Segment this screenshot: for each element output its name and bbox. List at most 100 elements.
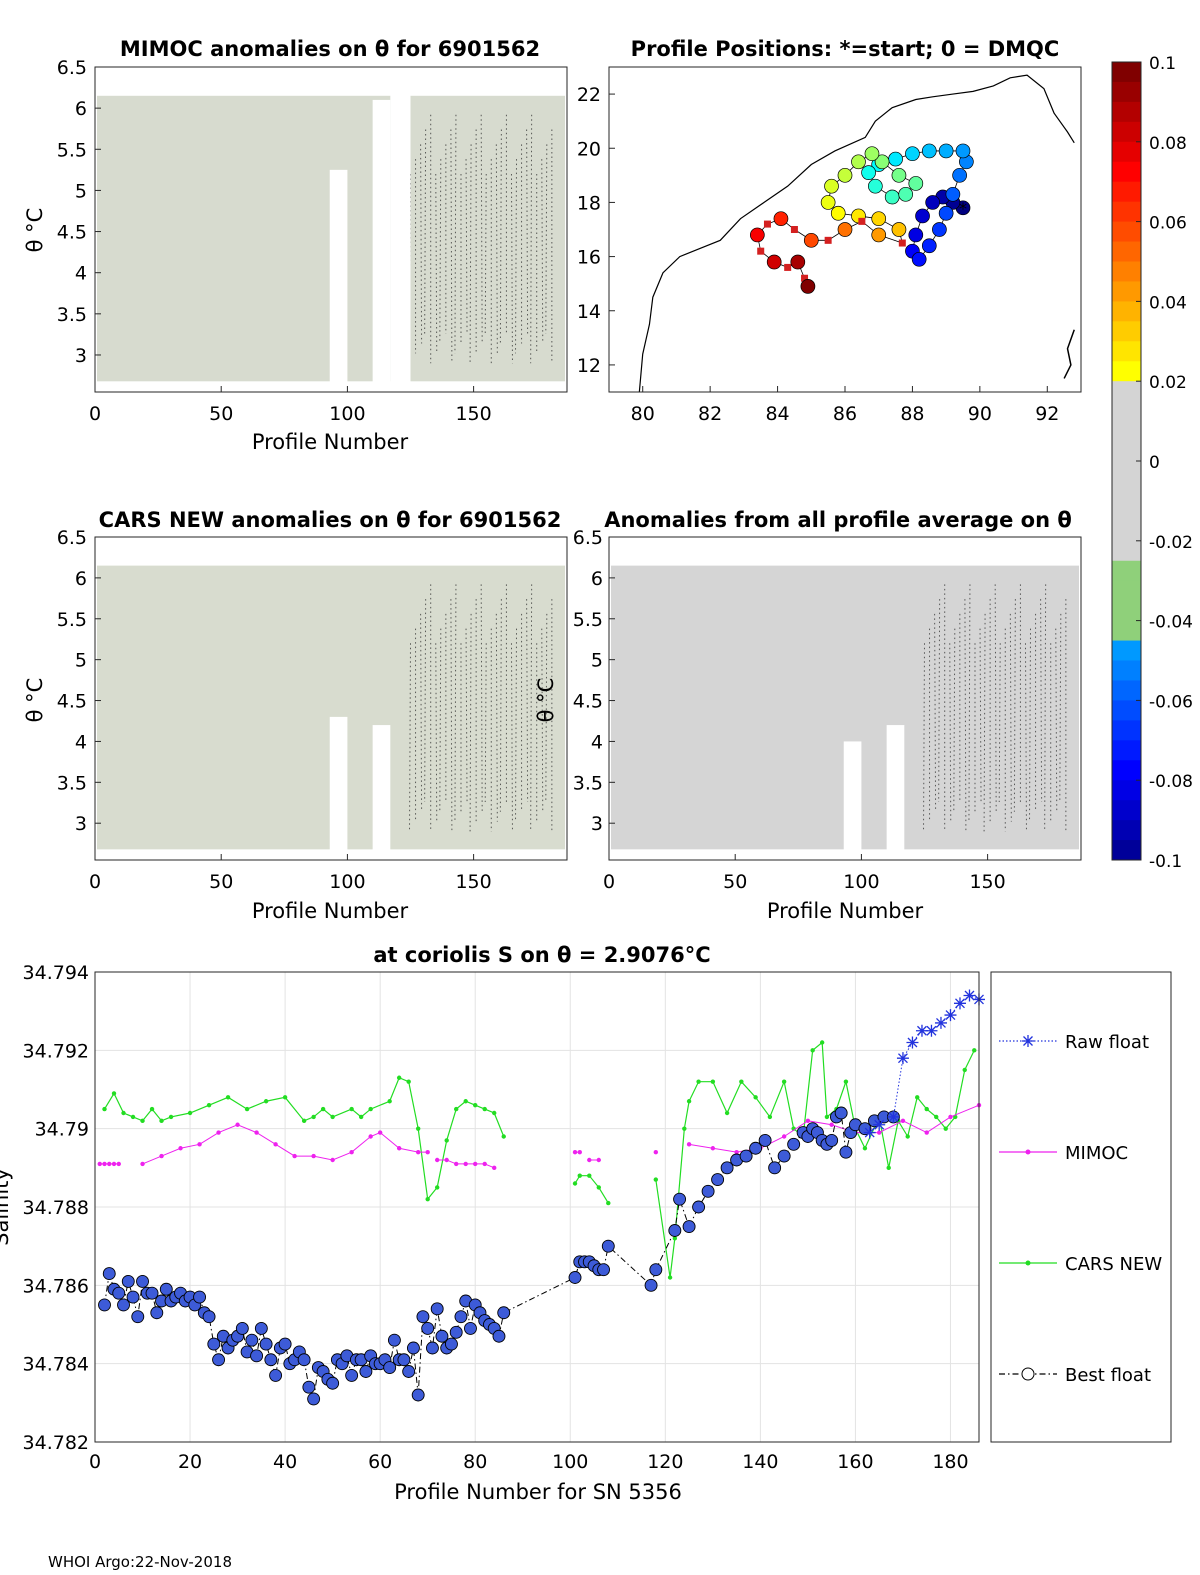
mimoc-xlabel: Profile Number bbox=[252, 430, 409, 454]
andaman-islands bbox=[1063, 329, 1075, 379]
mimoc-ytick-label: 6.5 bbox=[57, 57, 87, 79]
colorbar-tick-label: 0 bbox=[1149, 453, 1160, 473]
cars-new-point bbox=[358, 1114, 364, 1120]
mimoc-point bbox=[596, 1157, 601, 1163]
colorbar-segment bbox=[1112, 301, 1141, 322]
raw-float-marker bbox=[934, 1016, 947, 1029]
profile-position-marker bbox=[908, 176, 924, 191]
cars-new-point bbox=[168, 1114, 174, 1120]
allavg-axes-frame bbox=[608, 536, 1082, 861]
salinity-xtick-label: 40 bbox=[273, 1451, 297, 1473]
cars-contour bbox=[450, 599, 453, 832]
profile-position-marker bbox=[915, 208, 930, 224]
best-float-marker bbox=[492, 1329, 506, 1343]
profile-position-marker bbox=[945, 186, 961, 202]
mimoc-point bbox=[396, 1146, 402, 1151]
cars-new-point bbox=[915, 1095, 920, 1100]
mimoc-point bbox=[876, 1130, 882, 1135]
cars-new-point bbox=[501, 1134, 506, 1139]
best-float-marker bbox=[435, 1329, 449, 1343]
mimoc-point bbox=[349, 1149, 354, 1155]
colorbar-segment bbox=[1112, 381, 1141, 402]
mimoc-ytick-label: 3.5 bbox=[57, 304, 87, 326]
cars-contour bbox=[420, 613, 423, 812]
cars-new-point bbox=[301, 1118, 307, 1124]
mimoc-contour bbox=[465, 159, 468, 334]
salinity-axes-frame bbox=[94, 971, 980, 1443]
cars-new-point bbox=[482, 1106, 487, 1112]
colorbar-tick-label: 0.08 bbox=[1149, 134, 1187, 154]
cars-title: CARS NEW anomalies on θ for 6901562 bbox=[99, 508, 562, 532]
best-float-marker bbox=[193, 1290, 207, 1304]
colorbar-segment bbox=[1112, 740, 1141, 761]
mimoc-point bbox=[97, 1161, 102, 1167]
colorbar-segment bbox=[1112, 800, 1141, 821]
best-float-marker bbox=[445, 1337, 458, 1351]
salinity-xtick-label: 160 bbox=[837, 1451, 873, 1473]
best-float-marker bbox=[649, 1263, 663, 1277]
mimoc-ytick-label: 5 bbox=[75, 180, 87, 202]
colorbar-segment bbox=[1112, 480, 1141, 502]
best-float-marker bbox=[159, 1282, 173, 1296]
best-float-marker bbox=[264, 1353, 278, 1367]
colorbar-segment bbox=[1112, 820, 1141, 841]
best-float-marker bbox=[269, 1368, 283, 1382]
positions-xtick-label: 88 bbox=[900, 403, 924, 425]
cars-ylabel: θ °C bbox=[23, 678, 47, 723]
positions-ytick-label: 12 bbox=[577, 355, 601, 377]
mimoc-point bbox=[178, 1146, 183, 1151]
salinity-xtick-label: 60 bbox=[368, 1451, 392, 1473]
cars-new-point bbox=[415, 1126, 421, 1131]
mimoc-point bbox=[377, 1130, 383, 1135]
best-float-marker bbox=[787, 1137, 801, 1151]
colorbar-tick-label: 0.04 bbox=[1149, 293, 1187, 313]
colorbar-segment bbox=[1112, 461, 1141, 482]
profile-position-marker bbox=[938, 143, 954, 159]
cars-new-point bbox=[596, 1185, 601, 1190]
cars-new-point bbox=[349, 1106, 354, 1112]
colorbar-segment bbox=[1112, 560, 1141, 582]
best-float-marker bbox=[121, 1274, 135, 1288]
cars-new-point bbox=[962, 1067, 967, 1073]
salinity-panel: at coriolis S on θ = 2.9076°C Profile Nu… bbox=[0, 943, 985, 1504]
mimoc-contour bbox=[439, 159, 442, 344]
positions-ytick-label: 20 bbox=[577, 138, 601, 160]
best-float-marker bbox=[131, 1310, 145, 1324]
cars-xtick-label: 100 bbox=[329, 871, 365, 893]
profile-position-marker bbox=[803, 232, 819, 248]
allavg-contour bbox=[1044, 584, 1047, 832]
salinity-xtick-label: 100 bbox=[552, 1451, 588, 1473]
mimoc-contour bbox=[454, 114, 457, 354]
best-float-marker bbox=[302, 1380, 316, 1394]
best-float-marker bbox=[202, 1310, 216, 1324]
coastline bbox=[638, 74, 1075, 393]
allavg-contour bbox=[983, 613, 986, 832]
best-float-marker bbox=[383, 1361, 397, 1375]
all-profile-average-panel: Anomalies from all profile average on θ … bbox=[534, 508, 1082, 923]
best-float-marker bbox=[326, 1376, 340, 1390]
mimoc-point bbox=[434, 1157, 440, 1163]
best-float-marker bbox=[777, 1149, 791, 1163]
allavg-data-gap bbox=[886, 725, 905, 860]
best-float-marker bbox=[250, 1349, 264, 1363]
best-float-marker bbox=[454, 1310, 468, 1324]
profile-position-square bbox=[790, 226, 798, 233]
positions-xtick-label: 86 bbox=[833, 403, 857, 425]
mimoc-point bbox=[102, 1161, 107, 1167]
best-float-marker bbox=[136, 1274, 149, 1288]
cars-new-point bbox=[121, 1110, 126, 1116]
profile-position-marker bbox=[766, 254, 782, 270]
best-float-marker bbox=[207, 1337, 221, 1351]
allavg-ytick-label: 5 bbox=[591, 650, 603, 672]
cars-ytick-label: 4 bbox=[75, 731, 87, 753]
cars-new-point bbox=[739, 1079, 744, 1084]
mimoc-point bbox=[463, 1161, 468, 1167]
legend-marker bbox=[1025, 1149, 1031, 1155]
allavg-ytick-label: 4 bbox=[591, 731, 603, 753]
best-float-marker bbox=[297, 1353, 311, 1367]
colorbar-segment bbox=[1112, 341, 1141, 362]
best-float-marker bbox=[644, 1278, 658, 1292]
cars-new-point bbox=[934, 1114, 939, 1120]
best-float-marker bbox=[720, 1161, 734, 1175]
legend: Raw float MIMOC CARS NEW Best float bbox=[990, 971, 1172, 1443]
